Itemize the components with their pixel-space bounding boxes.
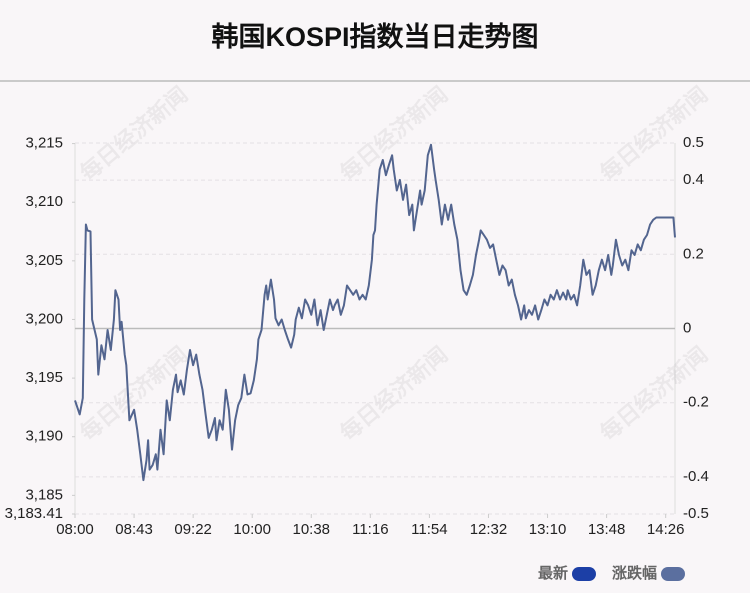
y2-tick-label: 0.4	[683, 171, 704, 188]
legend-swatch	[571, 567, 596, 581]
y-tick-label: 3,215	[25, 135, 63, 152]
x-tick-label: 14:26	[647, 521, 685, 538]
y-tick-label: 3,210	[25, 193, 63, 210]
y-tick-label: 3,190	[25, 428, 63, 445]
x-tick-label: 11:16	[352, 521, 388, 538]
y2-tick-label: 0.5	[683, 134, 704, 151]
chart-title: 韩国KOSPI指数当日走势图	[211, 22, 538, 52]
x-tick-label: 12:32	[470, 521, 508, 538]
price-line	[74, 143, 676, 482]
watermark: 每日经济新闻	[75, 82, 192, 186]
x-tick-label: 10:38	[292, 521, 330, 538]
x-tick-label: 08:43	[115, 521, 153, 538]
x-tick-label: 09:22	[174, 521, 212, 538]
y2-tick-label: 0.2	[683, 245, 704, 262]
y-tick-label: 3,205	[25, 252, 63, 269]
y2-tick-label: -0.2	[683, 394, 709, 411]
legend-label: 最新	[538, 564, 568, 582]
watermark: 每日经济新闻	[75, 342, 192, 446]
watermark: 每日经济新闻	[335, 342, 452, 446]
y2-tick-label: 0	[683, 319, 691, 336]
x-tick-label: 10:00	[233, 521, 271, 538]
legend-swatch	[661, 567, 685, 581]
x-tick-label: 13:10	[529, 521, 567, 538]
y2-tick-label: -0.4	[683, 468, 709, 485]
y-tick-label: 3,183.41	[5, 505, 63, 522]
x-tick-label: 08:00	[56, 521, 94, 538]
x-tick-label: 13:48	[588, 521, 626, 538]
y-tick-label: 3,200	[25, 310, 63, 327]
y-tick-label: 3,185	[25, 486, 63, 503]
x-tick-label: 11:54	[411, 521, 447, 538]
y2-tick-label: -0.5	[683, 505, 709, 522]
legend-label: 涨跌幅	[612, 564, 657, 582]
y-tick-label: 3,195	[25, 369, 63, 386]
